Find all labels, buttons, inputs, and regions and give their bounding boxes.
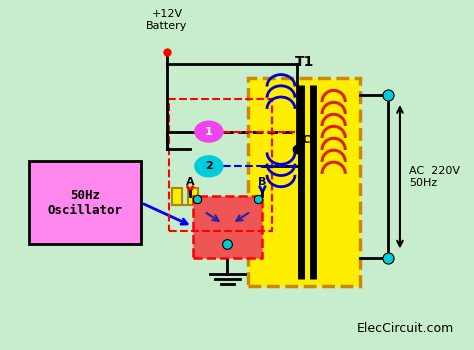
Bar <box>29 161 141 244</box>
Bar <box>188 188 198 204</box>
Bar <box>169 99 272 231</box>
Text: B: B <box>258 177 266 187</box>
Text: A: A <box>186 177 194 187</box>
Text: 1: 1 <box>205 127 213 136</box>
Circle shape <box>195 121 223 142</box>
Text: 50Hz
Oscillator: 50Hz Oscillator <box>48 189 123 217</box>
Text: T1: T1 <box>295 55 314 69</box>
Bar <box>192 196 263 258</box>
Circle shape <box>195 156 223 177</box>
Text: 2: 2 <box>205 161 213 171</box>
Text: AC  220V
50Hz: AC 220V 50Hz <box>409 166 460 188</box>
Text: +12V
Battery: +12V Battery <box>146 9 188 31</box>
Bar <box>248 78 360 286</box>
Text: ElecCircuit.com: ElecCircuit.com <box>356 322 454 335</box>
Text: CT: CT <box>302 135 316 146</box>
Bar <box>172 188 182 204</box>
